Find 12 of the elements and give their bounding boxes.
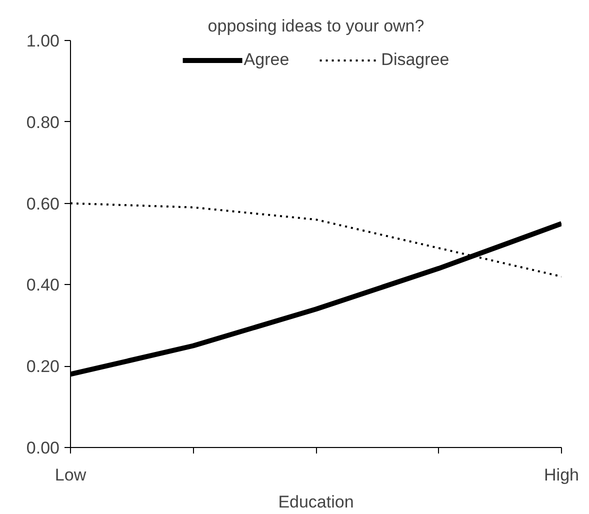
y-tick-label: 0.20 [26,357,60,376]
legend-label: Agree [244,50,290,70]
chart-title: opposing ideas to your own? [208,16,424,36]
legend-label: Disagree [381,50,450,70]
y-tick-label: 0.40 [26,276,60,295]
y-tick-label: 0.60 [26,194,60,214]
y-tick-label: 0.00 [26,438,60,458]
y-tick-label: 0.80 [26,112,60,132]
x-tick-label: Low [54,466,87,484]
y-tick-label: 1.00 [26,32,60,50]
x-tick-label: High [544,466,579,484]
x-axis-title: Education [278,492,354,512]
